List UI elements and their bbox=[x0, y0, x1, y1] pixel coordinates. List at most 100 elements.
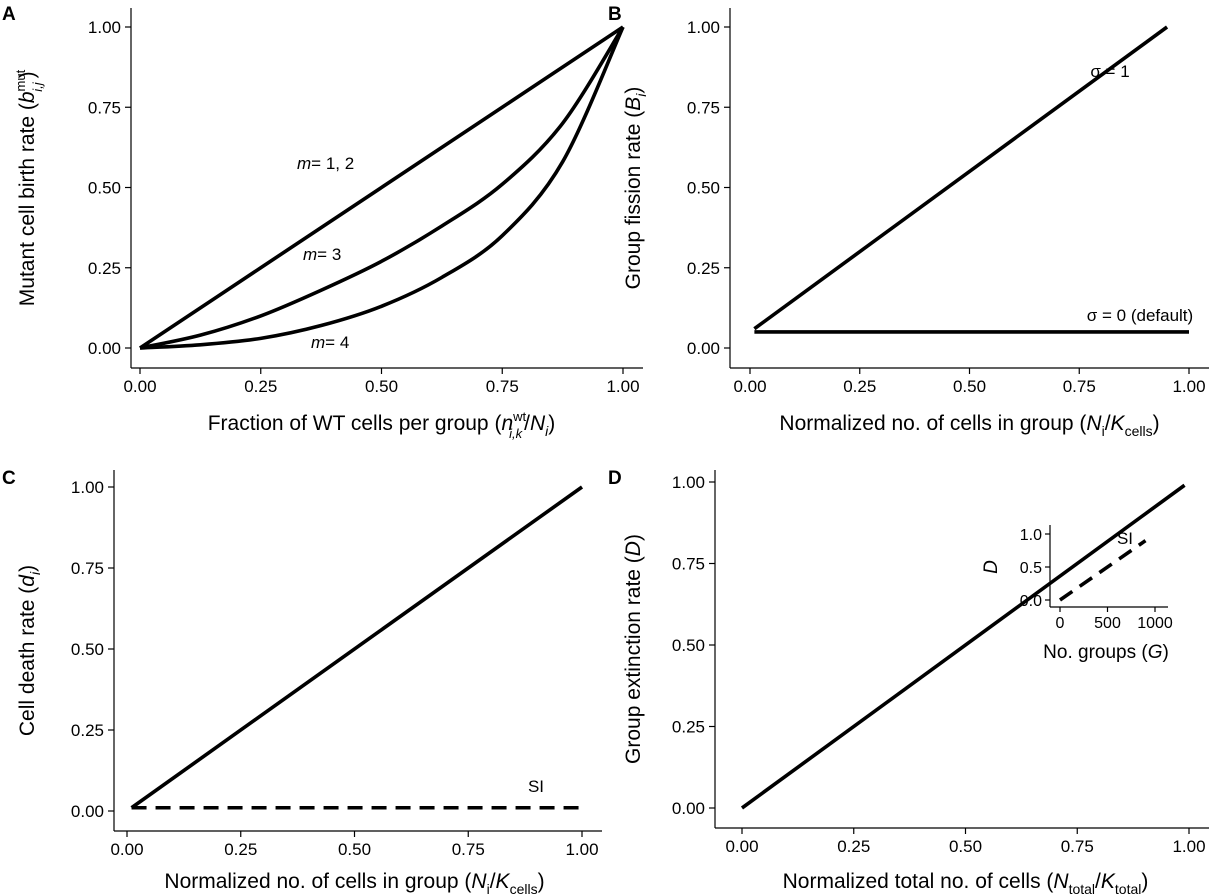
y-axis-title: Group extinction rate (D) bbox=[622, 534, 645, 764]
y-tick-label: 0.75 bbox=[88, 98, 121, 117]
label-var: D bbox=[622, 541, 645, 556]
inset-x-tick-label: 1000 bbox=[1137, 615, 1173, 632]
label-text: No. groups ( bbox=[1043, 642, 1148, 663]
label-text: ) bbox=[16, 565, 39, 572]
y-tick-label: 1.00 bbox=[672, 473, 705, 492]
y-tick-label: 0.00 bbox=[71, 802, 104, 821]
series-line-main bbox=[740, 483, 1186, 810]
y-tick-label: 0.75 bbox=[672, 555, 705, 574]
y-axis-title: Group fission rate (Bi) bbox=[622, 87, 649, 290]
x-tick-label: 1.00 bbox=[565, 840, 598, 859]
y-tick-label: 1.00 bbox=[71, 478, 104, 497]
label-sub: i bbox=[27, 571, 43, 575]
label-text: Mutant cell birth rate ( bbox=[16, 103, 39, 306]
x-tick-label: 0.25 bbox=[224, 840, 257, 859]
label-var: K bbox=[1111, 412, 1126, 435]
label-sub: i bbox=[1102, 423, 1105, 439]
x-tick-label: 0.00 bbox=[123, 377, 156, 396]
y-tick-label: 0.25 bbox=[687, 259, 720, 278]
x-tick-label: 0.25 bbox=[837, 837, 870, 856]
label-text: Normalized no. of cells in group ( bbox=[164, 870, 471, 893]
label-sub: cells bbox=[1125, 423, 1153, 439]
series-line-m-1-2 bbox=[139, 25, 624, 350]
y-tick-label: 0.75 bbox=[71, 559, 104, 578]
y-tick-label: 0.50 bbox=[687, 179, 720, 198]
label-text: ) bbox=[622, 534, 645, 541]
label-text: Normalized no. of cells in group ( bbox=[779, 412, 1086, 435]
inset-y-tick-label: 1.0 bbox=[1020, 527, 1042, 544]
y-tick-label: 1.00 bbox=[88, 18, 121, 37]
y-tick-label: 0.75 bbox=[687, 98, 720, 117]
label-text: ) bbox=[1153, 412, 1160, 435]
x-axis-title: Fraction of WT cells per group (nwt i,k/N… bbox=[208, 409, 556, 441]
label-var: K bbox=[496, 870, 511, 893]
label-sub: i bbox=[545, 423, 549, 439]
curve-label: σ = 1 bbox=[1090, 62, 1129, 81]
label-var: N bbox=[1086, 412, 1102, 435]
panel-letter: C bbox=[2, 468, 16, 489]
curve-label-var: m bbox=[311, 333, 325, 352]
label-sub: total bbox=[1115, 881, 1141, 896]
y-axis-title: Mutant cell birth rate (bmut i,j) bbox=[13, 69, 45, 306]
x-tick-label: 0.75 bbox=[1061, 837, 1094, 856]
label-sup: mut bbox=[13, 69, 28, 91]
label-text: ) bbox=[16, 71, 39, 78]
series-line-m-4 bbox=[139, 26, 625, 350]
curve-label-text: = 1, 2 bbox=[311, 154, 354, 173]
label-sup: wt bbox=[512, 409, 526, 424]
label-sub: i,k bbox=[509, 426, 524, 441]
curve-label-var: m bbox=[297, 154, 311, 173]
inset-y-tick-label: 0.5 bbox=[1020, 560, 1042, 577]
inset-d: 0 500 1000 0.0 0.5 1.0 No. groups (G) D SI bbox=[981, 525, 1173, 663]
x-tick-label: 1.00 bbox=[1172, 377, 1205, 396]
label-var: b bbox=[16, 91, 39, 103]
x-tick-label: 0.25 bbox=[843, 377, 876, 396]
curve-label: m= 3 bbox=[303, 245, 341, 264]
y-tick-label: 0.00 bbox=[88, 339, 121, 358]
y-tick-label: 0.00 bbox=[672, 799, 705, 818]
x-axis-title: Normalized no. of cells in group (Ni/Kce… bbox=[164, 870, 544, 896]
label-var: G bbox=[1148, 642, 1163, 663]
label-text: Cell death rate ( bbox=[16, 587, 39, 736]
label-text: Group fission rate ( bbox=[622, 111, 645, 290]
label-var: K bbox=[1101, 870, 1116, 893]
x-tick-label: 1.00 bbox=[1172, 837, 1205, 856]
panel-letter: D bbox=[608, 468, 622, 489]
inset-y-tick-label: 0.0 bbox=[1020, 593, 1042, 610]
label-text: Group extinction rate ( bbox=[622, 556, 645, 764]
y-tick-label: 0.25 bbox=[71, 721, 104, 740]
curve-label: m= 1, 2 bbox=[297, 154, 354, 173]
x-tick-label: 0.00 bbox=[733, 377, 766, 396]
label-text: ) bbox=[1163, 642, 1169, 663]
x-axis-title: Normalized no. of cells in group (Ni/Kce… bbox=[779, 412, 1159, 439]
label-text: Fraction of WT cells per group ( bbox=[208, 412, 502, 435]
x-tick-label: 1.00 bbox=[606, 377, 639, 396]
label-var: B bbox=[622, 97, 645, 111]
inset-x-tick-label: 0 bbox=[1056, 615, 1065, 632]
panel-letter: B bbox=[608, 4, 622, 25]
label-var: N bbox=[1053, 870, 1069, 893]
label-var: N bbox=[530, 412, 546, 435]
panel-c: 0.00 0.25 0.50 0.75 1.00 0.00 0.25 0.50 0.75 1.00… bbox=[2, 468, 602, 896]
series-line--1 bbox=[753, 25, 1169, 331]
panel-b: 0.00 0.25 0.50 0.75 1.00 0.00 0.25 0.50 0.75 1.00… bbox=[608, 4, 1209, 439]
panel-d: 0.00 0.25 0.50 0.75 1.000.000.250.500.751.00… bbox=[608, 468, 1209, 896]
x-tick-label: 0.25 bbox=[244, 377, 277, 396]
series-line-main bbox=[130, 485, 584, 810]
inset-curve-label: SI bbox=[1117, 529, 1133, 548]
label-sub: cells bbox=[510, 881, 538, 896]
label-text: ) bbox=[538, 870, 545, 893]
label-slash: / bbox=[1105, 412, 1111, 435]
y-tick-label: 0.00 bbox=[687, 339, 720, 358]
curve-label-text: = 3 bbox=[317, 245, 341, 264]
label-slash: / bbox=[524, 412, 530, 435]
label-sub: i bbox=[633, 93, 649, 97]
y-tick-label: 1.00 bbox=[687, 18, 720, 37]
curve-label: m= 4 bbox=[311, 333, 349, 352]
panel-a: 0.00 0.25 0.50 0.75 1.00 0.00 0.25 0.50 0.75 1.00… bbox=[2, 4, 643, 441]
x-tick-label: 0.00 bbox=[725, 837, 758, 856]
y-tick-label: 0.50 bbox=[672, 636, 705, 655]
inset-y-axis-title: D bbox=[981, 560, 1002, 574]
inset-x-tick-label: 500 bbox=[1094, 615, 1121, 632]
